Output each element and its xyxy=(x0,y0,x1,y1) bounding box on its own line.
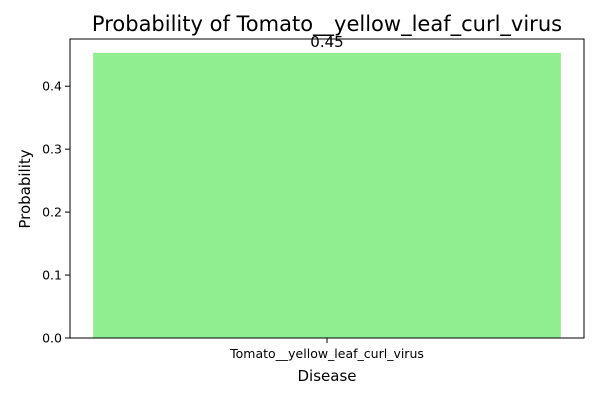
plot-area: 0.45 Tomato__yellow_leaf_curl_virus 0.0 0.1… xyxy=(42,33,585,361)
plot-frame xyxy=(69,38,585,339)
data-label-0: 0.45 xyxy=(310,33,343,51)
y-tick-label-1: 0.1 xyxy=(42,268,62,283)
y-tick-label-2: 0.2 xyxy=(42,205,62,220)
y-tick-label-3: 0.3 xyxy=(42,142,62,157)
x-axis-label: Disease xyxy=(298,367,357,385)
x-tick-label-0: Tomato__yellow_leaf_curl_virus xyxy=(229,346,424,361)
y-tick-label-0: 0.0 xyxy=(42,331,62,346)
y-axis-label: Probability xyxy=(16,149,34,228)
y-tick-label-4: 0.4 xyxy=(42,79,62,94)
chart-title: Probability of Tomato__yellow_leaf_curl_… xyxy=(92,12,562,37)
bar-0 xyxy=(93,52,561,338)
